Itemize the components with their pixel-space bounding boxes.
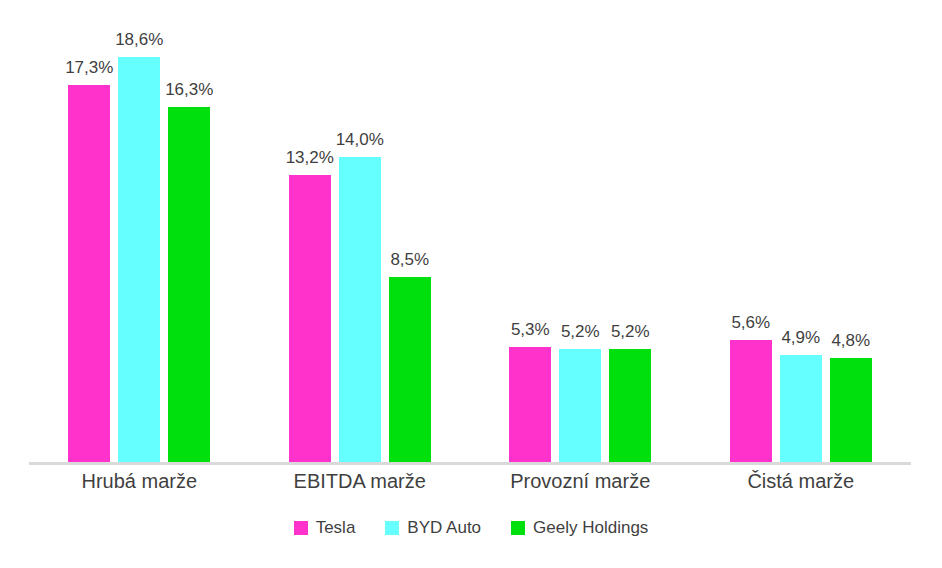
bar-group-ebitda-marze: 13,2%14,0% 8,5% [250, 0, 471, 462]
legend-item-tesla: Tesla [294, 518, 356, 538]
legend-swatch-icon [385, 521, 399, 535]
bar-geely-holdings-ebitda-marze [389, 277, 431, 462]
legend-label: Geely Holdings [533, 518, 648, 538]
bar-byd-auto-provozni-marze [559, 349, 601, 462]
category-label-hruba-marze: Hrubá marže [29, 470, 250, 493]
margins-bar-chart: 17,3%18,6% 16,3% 13,2%14,0% 8,5% 5,3% 5,2% 5,2… [0, 0, 942, 568]
bar-tesla-ebitda-marze [289, 175, 331, 462]
bar-value-label: 17,3% [65, 58, 113, 78]
bar-value-label: 4,8% [831, 331, 870, 351]
legend-label: BYD Auto [407, 518, 481, 538]
bar-tesla-cista-marze [730, 340, 772, 462]
bar-geely-holdings-provozni-marze [609, 349, 651, 462]
legend-swatch-icon [511, 521, 525, 535]
bar-value-label: 5,3% [511, 320, 550, 340]
bar-geely-holdings-hruba-marze [168, 107, 210, 462]
bar-byd-auto-cista-marze [780, 355, 822, 462]
plot-area: 17,3%18,6% 16,3% 13,2%14,0% 8,5% 5,3% 5,2% 5,2… [29, 0, 911, 465]
bar-value-label: 18,6% [115, 30, 163, 50]
bar-value-label: 5,6% [731, 313, 770, 333]
category-axis: Hrubá maržeEBITDA maržeProvozní maržeČis… [29, 470, 911, 493]
legend-swatch-icon [294, 521, 308, 535]
legend: Tesla BYD Auto Geely Holdings [0, 518, 942, 538]
bar-value-label: 16,3% [165, 80, 213, 100]
bar-byd-auto-ebitda-marze [339, 157, 381, 462]
bar-value-label: 8,5% [390, 250, 429, 270]
bar-tesla-hruba-marze [68, 85, 110, 462]
bar-group-provozni-marze: 5,3% 5,2% 5,2% [470, 0, 691, 462]
bar-value-label: 14,0% [336, 130, 384, 150]
bar-byd-auto-hruba-marze [118, 57, 160, 462]
bar-geely-holdings-cista-marze [830, 358, 872, 462]
bar-group-cista-marze: 5,6% 4,9% 4,8% [691, 0, 912, 462]
bar-value-label: 13,2% [286, 148, 334, 168]
bar-group-hruba-marze: 17,3%18,6% 16,3% [29, 0, 250, 462]
legend-item-geely-holdings: Geely Holdings [511, 518, 648, 538]
bar-value-label: 5,2% [561, 322, 600, 342]
category-label-ebitda-marze: EBITDA marže [250, 470, 471, 493]
bar-value-label: 4,9% [781, 328, 820, 348]
bar-tesla-provozni-marze [509, 347, 551, 462]
category-label-cista-marze: Čistá marže [691, 470, 912, 493]
category-label-provozni-marze: Provozní marže [470, 470, 691, 493]
legend-label: Tesla [316, 518, 356, 538]
bar-value-label: 5,2% [611, 322, 650, 342]
legend-item-byd-auto: BYD Auto [385, 518, 481, 538]
